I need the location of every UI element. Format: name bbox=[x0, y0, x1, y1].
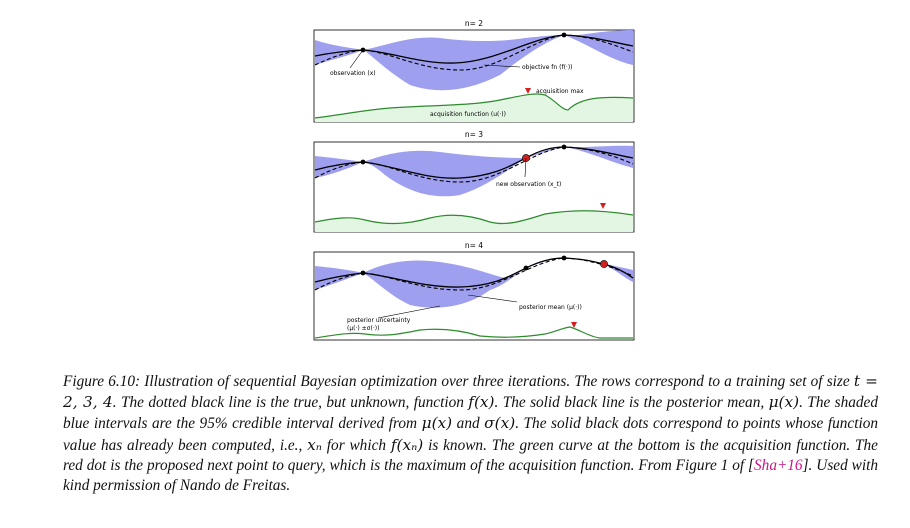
annotation-leader bbox=[349, 49, 364, 69]
label-posterior-uncertainty: posterior uncertainty bbox=[347, 317, 411, 324]
annotation-leader bbox=[467, 294, 518, 303]
uncertainty-band bbox=[315, 30, 633, 91]
observation-dot bbox=[561, 144, 567, 150]
label-posterior-mean: posterior mean (μ(·)) bbox=[519, 304, 582, 311]
caption-math: μ(x) bbox=[421, 414, 453, 433]
caption-text: . The solid black line is the posterior … bbox=[494, 394, 769, 412]
caption-math: t = 2, 3, 4 bbox=[63, 372, 878, 412]
panel-n2: n= 2 observation (x) objective fn (f(·))… bbox=[313, 19, 635, 123]
citation-link[interactable]: Sha+16 bbox=[754, 456, 803, 474]
caption-text: ]. Used with kind permission of Nando de… bbox=[63, 456, 879, 495]
caption-text: Figure 6.10: Illustration of sequential … bbox=[63, 373, 854, 390]
caption-text: . The shaded blue intervals are the 95% … bbox=[63, 394, 878, 433]
observation-dot bbox=[561, 32, 567, 38]
observation-dot bbox=[360, 159, 366, 165]
figure-panels: n= 2 observation (x) objective fn (f(·))… bbox=[313, 19, 635, 341]
acquisition-curve bbox=[314, 93, 634, 119]
objective-dashed-line bbox=[314, 257, 634, 291]
caption-math: xₙ bbox=[307, 435, 322, 454]
new-observation-red-dot bbox=[600, 260, 608, 268]
caption-text: for which bbox=[321, 436, 391, 454]
panel-n3: n= 3 new observation (x_t) bbox=[313, 130, 635, 233]
label-acq-fn: acquisition function (u(·)) bbox=[430, 111, 506, 118]
label-posterior-uncertainty-formula: (μ(·) ±σ(·)) bbox=[347, 325, 379, 332]
uncertainty-band bbox=[315, 145, 633, 197]
posterior-mean-line bbox=[314, 34, 634, 64]
panel-n4: n= 4 posterior mean (μ(·)) posterior unc… bbox=[313, 241, 635, 341]
annotation-leader bbox=[483, 64, 521, 68]
panel-frame bbox=[313, 251, 635, 341]
caption-text: is known. The green curve at the bottom … bbox=[63, 436, 878, 474]
annotation-leader bbox=[524, 157, 527, 178]
caption-text: and bbox=[452, 415, 485, 433]
acquisition-fill bbox=[315, 210, 633, 232]
caption-text: . The dotted black line is the true, but… bbox=[112, 394, 469, 412]
caption-text: . The solid black dots correspond to poi… bbox=[63, 415, 878, 454]
label-acq-max: acquisition max bbox=[536, 88, 584, 95]
annotation-leader bbox=[377, 305, 441, 319]
panel-title-n4: n= 4 bbox=[465, 241, 483, 250]
observation-dot bbox=[360, 270, 366, 276]
objective-dashed-line bbox=[314, 146, 634, 183]
acquisition-curve bbox=[314, 326, 633, 339]
observation-dot bbox=[561, 255, 567, 261]
uncertainty-band bbox=[315, 258, 633, 308]
label-observation: observation (x) bbox=[330, 70, 376, 77]
caption-math: μ(x) bbox=[768, 393, 800, 412]
acquisition-max-marker bbox=[571, 322, 577, 328]
label-new-obs: new observation (x_t) bbox=[496, 181, 561, 188]
caption-math: σ(x) bbox=[484, 414, 516, 433]
panel-title-n3: n= 3 bbox=[465, 130, 483, 139]
acquisition-curve bbox=[314, 210, 634, 225]
panel-title-n2: n= 2 bbox=[465, 19, 483, 28]
caption-math: f(xₙ) bbox=[390, 435, 424, 454]
caption-math: f(x) bbox=[468, 393, 495, 412]
observation-dot bbox=[523, 265, 529, 271]
acquisition-max-marker bbox=[525, 88, 531, 94]
figure-caption: Figure 6.10: Illustration of sequential … bbox=[63, 371, 878, 496]
acquisition-max-marker bbox=[600, 203, 606, 209]
label-objective: objective fn (f(·)) bbox=[522, 64, 573, 71]
